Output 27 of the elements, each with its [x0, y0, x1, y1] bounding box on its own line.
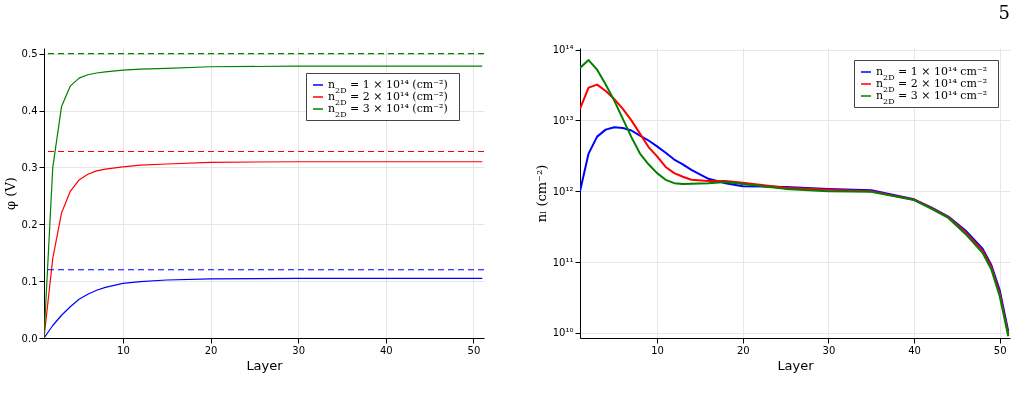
y-tick-label: 10¹⁰	[552, 327, 574, 339]
y-tick-label: 10¹⁴	[552, 44, 574, 55]
x-tick-label: 30	[822, 344, 836, 356]
line-series	[580, 126, 1010, 333]
x-axis-title: Layer	[246, 357, 284, 373]
y-tick-label: 0.4	[21, 105, 38, 117]
y-tick-label: 0.3	[21, 161, 38, 173]
text: 5	[998, 1, 1010, 23]
x-tick-label: 50	[993, 344, 1007, 356]
x-tick-label: 10	[117, 344, 130, 356]
y-tick-label: 0.1	[21, 275, 38, 287]
x-tick-label: 30	[292, 344, 306, 356]
y-tick-label: 0.0	[21, 332, 38, 344]
y-tick-label: 0.5	[21, 48, 38, 60]
y-tick-label: 10¹²	[552, 185, 574, 197]
x-tick-label: 20	[736, 344, 750, 356]
y-axis-title: φ (V)	[2, 177, 18, 210]
x-tick-label: 10	[651, 344, 664, 356]
x-tick-label: 40	[379, 344, 393, 356]
x-tick-label: 40	[908, 344, 921, 356]
y-tick-label: 0.2	[21, 218, 38, 230]
y-tick-label: 10¹¹	[552, 256, 574, 268]
x-tick-label: 20	[204, 344, 218, 356]
y-tick-label: 10¹³	[552, 114, 574, 126]
x-axis-title: Layer	[777, 357, 815, 373]
y-axis-title: nₗ (cm⁻²)	[533, 164, 549, 223]
x-tick-label: 50	[467, 344, 481, 356]
